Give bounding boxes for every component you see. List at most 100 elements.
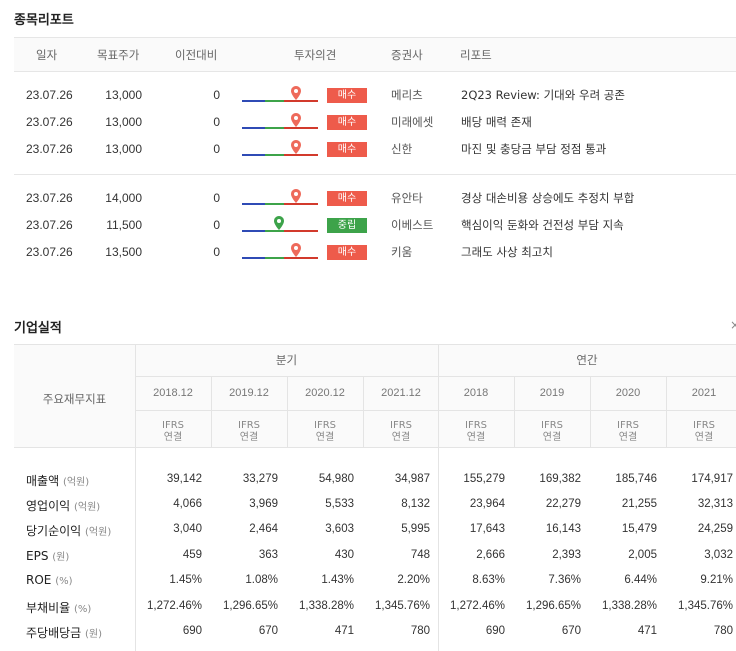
finance-cell: 748: [410, 549, 430, 561]
report-prev-change: 0: [213, 191, 220, 205]
location-pin-icon: [274, 216, 284, 230]
grid-line-col: [590, 376, 591, 447]
report-row[interactable]: 23.07.26 13,000 0 매수 신한 마진 및 충당금 부담 정점 통과: [0, 136, 736, 163]
ifrs-line2: 연결: [315, 432, 335, 443]
report-header-top-border: [14, 37, 736, 38]
col-date-header: 일자: [36, 48, 58, 62]
metric-name: 주당배당금: [26, 626, 82, 640]
finance-cell: 24,259: [697, 523, 733, 535]
finance-cell: 17,643: [469, 523, 505, 535]
finance-cell: 16,143: [545, 523, 581, 535]
report-table-header: 일자 목표주가 이전대비 투자의견 증권사 리포트: [14, 38, 736, 71]
row-header-label: 주요재무지표: [42, 392, 107, 406]
finance-cell: 2,666: [476, 549, 505, 561]
ifrs-line1: IFRS: [617, 420, 639, 431]
grid-line-header-bottom: [14, 447, 736, 448]
grid-line-col: [211, 376, 212, 447]
period-header: 2021.12: [381, 387, 421, 399]
report-title-link[interactable]: 그래도 사상 최고치: [461, 245, 553, 259]
opinion-gauge: [242, 216, 318, 234]
report-row[interactable]: 23.07.26 11,500 0 중립 이베스트 핵심이익 둔화와 건전성 부담 지속: [0, 212, 736, 239]
finance-cell: 1,338.28%: [299, 600, 354, 612]
finance-cell: 2.20%: [397, 574, 430, 586]
metric-name: EPS: [26, 549, 49, 563]
period-header: 2020.12: [305, 387, 345, 399]
opinion-gauge-bar: [242, 230, 318, 232]
finance-cell: 1,272.46%: [147, 600, 202, 612]
report-date: 23.07.26: [26, 191, 73, 205]
finance-cell: 1,296.65%: [526, 600, 581, 612]
ifrs-line2: 연결: [618, 432, 638, 443]
col-opinion-header: 투자의견: [294, 48, 337, 62]
finance-section-title: 기업실적: [14, 321, 62, 336]
grid-line-col: [514, 376, 515, 447]
report-title-link[interactable]: 배당 매력 존재: [461, 115, 532, 129]
finance-cell: 690: [182, 625, 202, 637]
finance-cell: 471: [334, 625, 354, 637]
report-row[interactable]: 23.07.26 13,000 0 매수 메리츠 2Q23 Review: 기대와 우려 …: [0, 82, 736, 109]
finance-table: 주요재무지표 분기 연간 2018.12 IFRS 연결 2019.12 IFRS 연결 2…: [14, 344, 736, 651]
report-prev-change: 0: [213, 88, 220, 102]
report-row[interactable]: 23.07.26 13,000 0 매수 미래에셋 배당 매력 존재: [0, 109, 736, 136]
metric-name: ROE: [26, 573, 52, 587]
report-title-link[interactable]: 핵심이익 둔화와 건전성 부담 지속: [461, 218, 624, 232]
report-group-divider: [14, 174, 736, 175]
location-pin-icon: [291, 243, 301, 257]
finance-cell: 690: [485, 625, 505, 637]
ifrs-line1: IFRS: [162, 420, 184, 431]
report-title-link[interactable]: 2Q23 Review: 기대와 우려 공존: [461, 88, 625, 102]
opinion-gauge: [242, 189, 318, 207]
grid-line-group-split: [438, 344, 439, 651]
finance-cell: 32,313: [697, 498, 733, 510]
report-target-price: 14,000: [105, 191, 142, 205]
report-target-price: 11,500: [106, 218, 142, 232]
group-annual: 연간: [576, 353, 598, 367]
report-firm: 키움: [391, 245, 413, 259]
location-pin-icon: [291, 189, 301, 203]
opinion-badge: 매수: [327, 88, 367, 103]
finance-cell: 8.63%: [472, 574, 505, 586]
finance-cell: 3,032: [704, 549, 733, 561]
report-firm: 이베스트: [391, 218, 434, 232]
period-header: 2018: [463, 387, 489, 399]
opinion-gauge: [242, 140, 318, 158]
opinion-gauge-bar: [242, 127, 318, 129]
report-target-price: 13,000: [105, 115, 142, 129]
grid-line-top: [14, 344, 736, 345]
report-prev-change: 0: [213, 218, 220, 232]
finance-cell: 5,995: [401, 523, 430, 535]
finance-cell: 155,279: [463, 473, 505, 485]
finance-cell: 670: [561, 625, 581, 637]
ifrs-label: IFRS 연결: [287, 420, 363, 444]
finance-row-label: ROE (%): [26, 573, 73, 587]
opinion-gauge: [242, 113, 318, 131]
metric-unit: (%): [55, 576, 73, 587]
report-row[interactable]: 23.07.26 13,500 0 매수 키움 그래도 사상 최고치: [0, 239, 736, 266]
finance-cell: 1,338.28%: [602, 600, 657, 612]
metric-name: 부채비율: [26, 601, 71, 615]
report-title-link[interactable]: 마진 및 충당금 부담 정점 통과: [461, 142, 607, 156]
close-icon[interactable]: ×: [729, 318, 736, 332]
finance-cell: 185,746: [615, 473, 657, 485]
finance-cell: 2,393: [552, 549, 581, 561]
grid-line-col: [666, 376, 667, 447]
ifrs-line1: IFRS: [465, 420, 487, 431]
report-row[interactable]: 23.07.26 14,000 0 매수 유안타 경상 대손비용 상승에도 추정치 부합: [0, 185, 736, 212]
location-pin-icon: [291, 113, 301, 127]
finance-cell: 1,345.76%: [375, 600, 430, 612]
report-title-link[interactable]: 경상 대손비용 상승에도 추정치 부합: [461, 191, 635, 205]
finance-cell: 2,005: [628, 549, 657, 561]
period-header: 2021: [691, 387, 717, 399]
ifrs-line1: IFRS: [693, 420, 715, 431]
opinion-badge: 매수: [327, 191, 367, 206]
metric-name: 영업이익: [26, 499, 71, 513]
ifrs-label: IFRS 연결: [666, 420, 736, 444]
finance-cell: 1.08%: [245, 574, 278, 586]
opinion-gauge-bar: [242, 257, 318, 259]
finance-cell: 1,345.76%: [678, 600, 733, 612]
finance-row-label: 당기순이익 (억원): [26, 522, 111, 539]
grid-line-group: [135, 376, 736, 377]
ifrs-label: IFRS 연결: [438, 420, 514, 444]
opinion-badge: 매수: [327, 142, 367, 157]
ifrs-label: IFRS 연결: [590, 420, 666, 444]
